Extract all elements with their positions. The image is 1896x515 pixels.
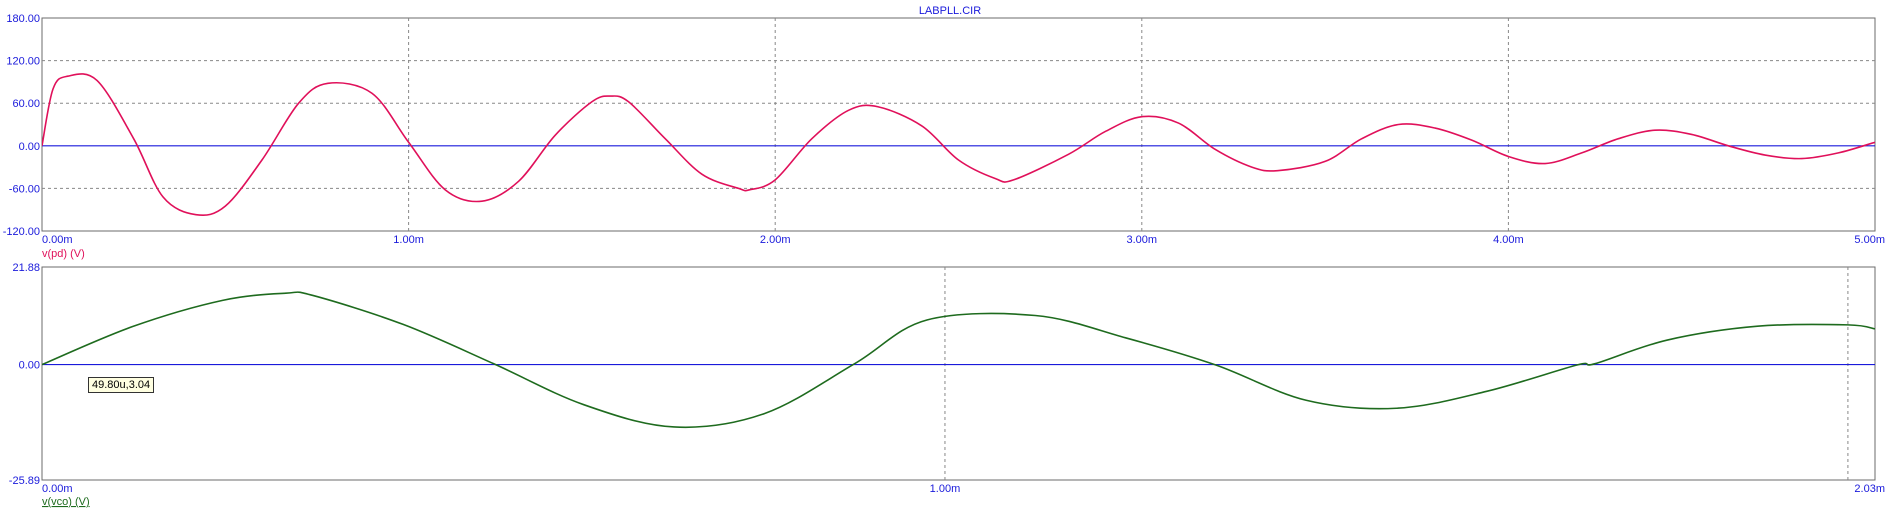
y-tick-label: 180.00 — [6, 13, 40, 25]
x-tick-label: 0.00m — [42, 483, 73, 495]
y-tick-label: -25.89 — [9, 475, 40, 487]
plot-frame — [42, 18, 1875, 231]
series-line — [42, 74, 1875, 215]
x-tick-label: 2.00m — [760, 234, 791, 246]
upper-plot[interactable]: 180.00 120.00 60.00 0.00 -60.00 -120.000.00m 1… — [3, 13, 1885, 246]
y-tick-label: -60.00 — [9, 183, 40, 195]
cursor-tooltip: 49.80u,3.04 — [88, 377, 154, 393]
legend-v-vco[interactable]: v(vco) (V) — [42, 496, 90, 508]
chart-title: LABPLL.CIR — [919, 5, 981, 17]
y-tick-label: 60.00 — [12, 98, 40, 110]
y-tick-label: 0.00 — [19, 360, 40, 372]
series-line — [42, 292, 1875, 427]
y-tick-label: -120.00 — [3, 226, 40, 238]
lower-plot[interactable]: 21.88 0.00 -25.890.00m 1.00m 2.03m — [9, 262, 1885, 495]
x-tick-label: 1.00m — [393, 234, 424, 246]
y-tick-label: 120.00 — [6, 56, 40, 68]
x-tick-label: 1.00m — [930, 483, 961, 495]
y-tick-label: 21.88 — [12, 262, 40, 274]
x-tick-label: 4.00m — [1493, 234, 1524, 246]
x-tick-label: 3.00m — [1127, 234, 1158, 246]
x-tick-label: 5.00m — [1854, 234, 1885, 246]
x-tick-label: 0.00m — [42, 234, 73, 246]
legend-v-pd[interactable]: v(pd) (V) — [42, 248, 85, 260]
y-tick-label: 0.00 — [19, 141, 40, 153]
x-tick-label: 2.03m — [1854, 483, 1885, 495]
plot-frame — [42, 267, 1875, 480]
